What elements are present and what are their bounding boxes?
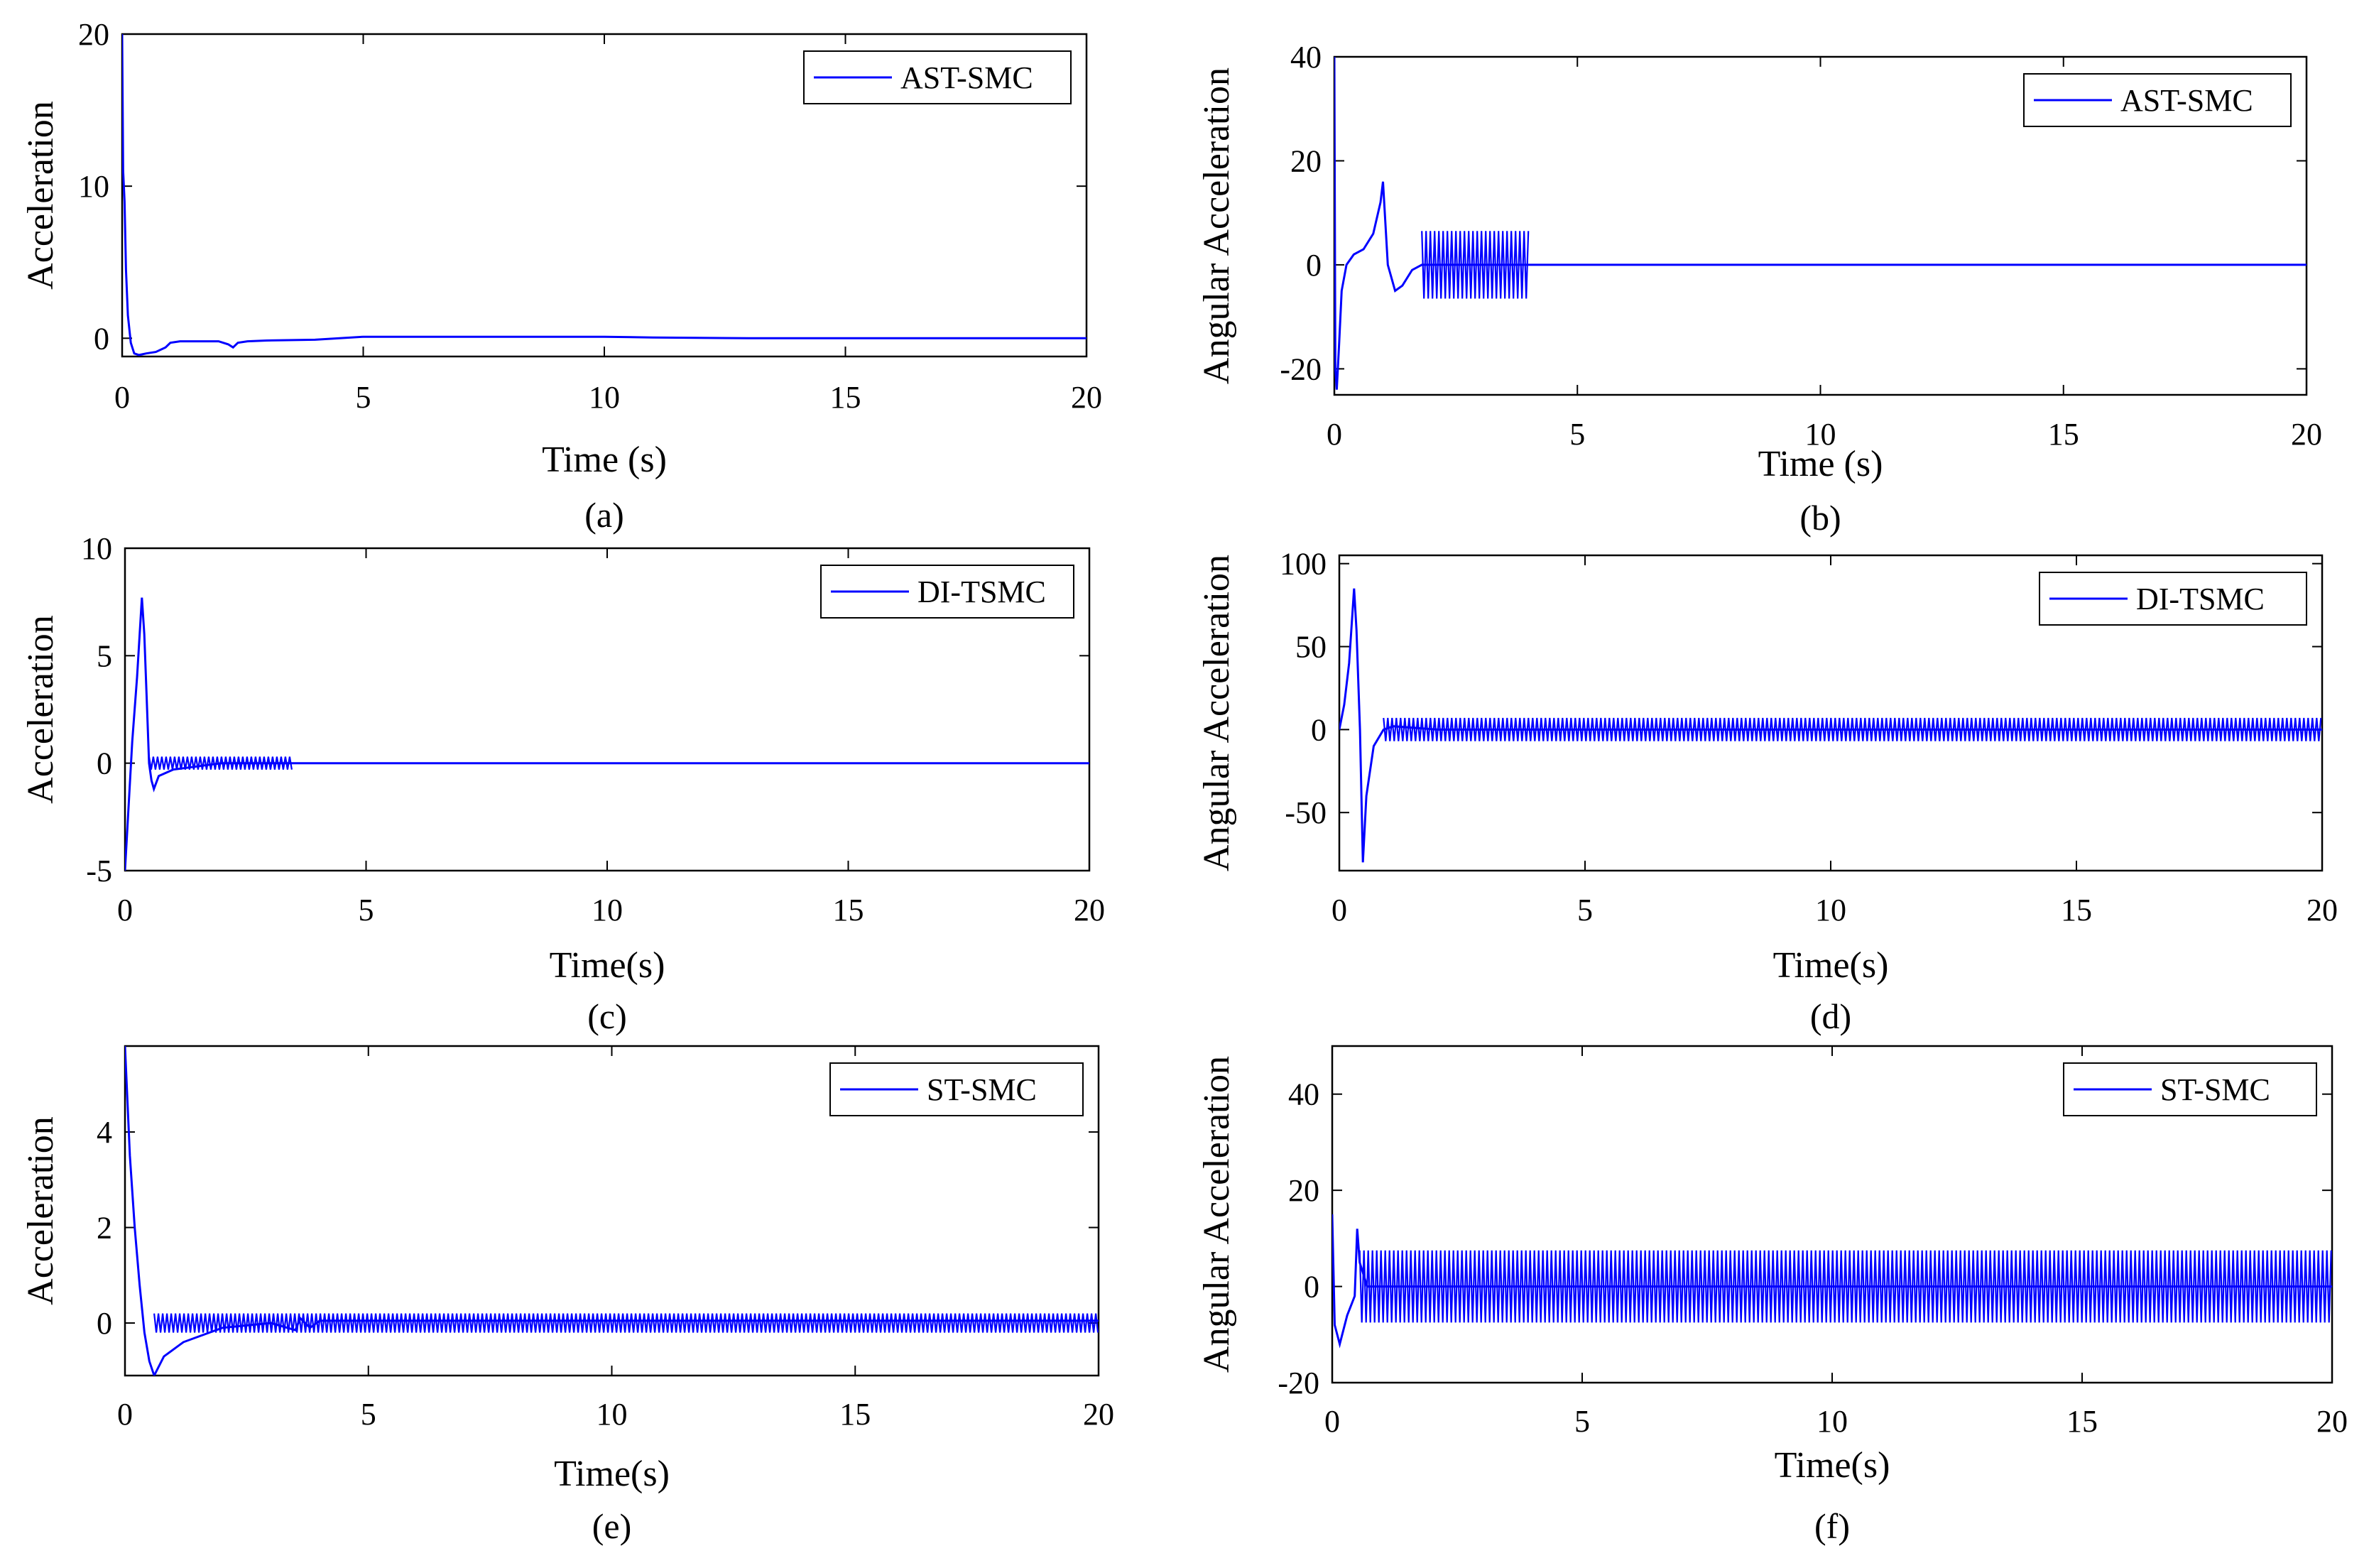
- y-tick-label: 20: [1290, 143, 1322, 178]
- x-tick-label: 0: [1324, 1404, 1340, 1439]
- x-tick-label: 0: [114, 380, 130, 415]
- y-axis-title: Angular Acceleration: [1197, 67, 1237, 384]
- y-tick-label: -20: [1280, 352, 1322, 386]
- panel-label: (b): [1799, 498, 1841, 538]
- x-tick-label: 15: [839, 1397, 871, 1432]
- y-axis-title: Angular Acceleration: [1197, 555, 1237, 871]
- y-tick-label: 10: [78, 169, 109, 204]
- chart-panel-c: 0 5 10 15 20-50510DI-TSMCTime(s)Acceleration…: [21, 531, 1105, 1036]
- legend-label: AST-SMC: [2120, 83, 2253, 118]
- y-tick-label: 0: [1306, 248, 1322, 283]
- legend-label: DI-TSMC: [917, 575, 1046, 609]
- series-oscillation: [148, 756, 293, 770]
- chart-panel-a: 0 5 10 15 20 0 10 20 AST-SMC Time (s) Acceleration…: [21, 17, 1102, 535]
- x-tick-label: 20: [1071, 380, 1102, 415]
- x-axis-title: Time (s): [1758, 444, 1883, 484]
- x-axis-title: Time (s): [542, 440, 667, 480]
- y-axis-title: Angular Acceleration: [1197, 1056, 1237, 1373]
- series-line-di-tsmc: [125, 597, 1089, 871]
- y-tick-label: 40: [1288, 1077, 1319, 1112]
- y-tick-label: 4: [97, 1115, 112, 1150]
- x-tick-label: 5: [356, 380, 371, 415]
- y-tick-label: 20: [1288, 1173, 1319, 1208]
- x-tick-label: 20: [1074, 893, 1105, 927]
- x-tick-label: 20: [1083, 1397, 1114, 1432]
- x-tick-label: 15: [833, 893, 864, 927]
- x-tick-label: 10: [1815, 893, 1846, 927]
- y-tick-label: 5: [97, 638, 112, 673]
- panel-label: (d): [1810, 996, 1851, 1036]
- x-tick-label: 5: [1574, 1404, 1590, 1439]
- y-tick-label: 40: [1290, 40, 1322, 75]
- y-tick-label: 0: [94, 321, 109, 356]
- x-axis-title: Time(s): [1775, 1445, 1890, 1486]
- legend-label: AST-SMC: [900, 60, 1033, 95]
- x-axis-title: Time(s): [1773, 945, 1889, 986]
- x-tick-label: 10: [1805, 417, 1836, 452]
- y-tick-label: 0: [97, 1306, 112, 1341]
- y-tick-label: -20: [1278, 1366, 1319, 1400]
- legend-label: ST-SMC: [2160, 1072, 2270, 1107]
- series-oscillation: [1358, 1250, 2332, 1323]
- x-tick-label: 20: [2291, 417, 2322, 452]
- chart-panel-e: 0 5 10 15 20 0 2 4 ST-SMC Time(s) Acceleration (e): [21, 1045, 1114, 1546]
- x-tick-label: 0: [117, 1397, 133, 1432]
- x-tick-label: 20: [2316, 1404, 2348, 1439]
- x-axis-title: Time(s): [554, 1454, 670, 1494]
- x-axis-title: Time(s): [550, 945, 665, 986]
- y-tick-label: 20: [78, 17, 109, 52]
- series-oscillation: [1421, 231, 1530, 299]
- panel-label: (c): [587, 996, 627, 1036]
- x-tick-label: 10: [589, 380, 620, 415]
- panel-label: (a): [584, 495, 624, 535]
- x-tick-label: 10: [597, 1397, 628, 1432]
- x-tick-label: 5: [1569, 417, 1585, 452]
- y-tick-label: 2: [97, 1211, 112, 1246]
- y-axis-title: Acceleration: [21, 615, 61, 804]
- y-axis-title: Acceleration: [21, 101, 61, 290]
- x-tick-label: 0: [1327, 417, 1342, 452]
- y-tick-label: 0: [97, 746, 112, 781]
- x-tick-label: 15: [2066, 1404, 2098, 1439]
- x-tick-label: 10: [1817, 1404, 1848, 1439]
- y-axis-title: Acceleration: [21, 1116, 61, 1305]
- chart-panel-d: 0 5 10 15 20 -50 0 50 100 DI-TSMC Time(s) Angular A…: [1197, 547, 2338, 1036]
- x-tick-label: 0: [1331, 893, 1347, 927]
- y-tick-label: -5: [86, 854, 112, 888]
- x-tick-label: 5: [1577, 893, 1593, 927]
- legend-label: ST-SMC: [927, 1072, 1037, 1107]
- y-tick-label: 0: [1304, 1270, 1319, 1305]
- x-tick-label: 15: [2048, 417, 2079, 452]
- x-tick-label: 0: [117, 893, 133, 927]
- y-tick-label: 100: [1280, 547, 1327, 582]
- y-tick-label: 0: [1311, 712, 1327, 747]
- x-tick-label: 15: [2061, 893, 2092, 927]
- series-line-ast-smc: [1334, 57, 2307, 390]
- x-tick-label: 5: [361, 1397, 376, 1432]
- panel-label: (f): [1814, 1506, 1850, 1546]
- series-oscillation: [153, 1313, 1099, 1333]
- x-tick-label: 5: [359, 893, 374, 927]
- panel-label: (e): [592, 1506, 632, 1546]
- legend-label: DI-TSMC: [2136, 582, 2265, 616]
- y-tick-label: -50: [1285, 795, 1327, 830]
- x-tick-label: 10: [592, 893, 623, 927]
- series-oscillation: [1383, 717, 2322, 741]
- x-tick-label: 15: [830, 380, 861, 415]
- series-line-ast-smc: [122, 34, 1087, 356]
- y-tick-label: 50: [1295, 630, 1327, 665]
- x-tick-label: 20: [2307, 893, 2338, 927]
- y-tick-label: 10: [81, 531, 112, 566]
